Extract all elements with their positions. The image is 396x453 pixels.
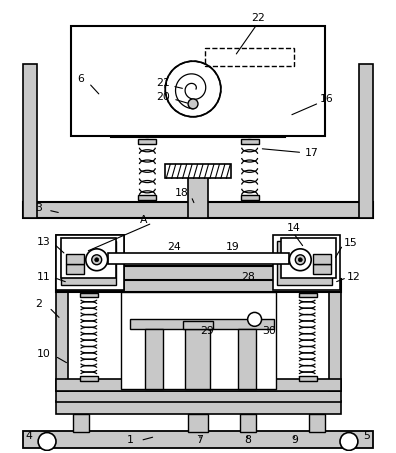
Text: 30: 30 bbox=[263, 326, 276, 336]
Text: 22: 22 bbox=[251, 14, 265, 24]
Text: 9: 9 bbox=[291, 435, 298, 445]
Bar bbox=[56, 391, 341, 402]
Bar bbox=[130, 319, 274, 329]
Circle shape bbox=[289, 249, 311, 271]
Circle shape bbox=[295, 255, 305, 265]
Text: 28: 28 bbox=[241, 272, 255, 282]
Bar bbox=[274, 235, 340, 289]
Text: 11: 11 bbox=[37, 272, 51, 282]
Circle shape bbox=[188, 99, 198, 109]
Bar bbox=[56, 287, 68, 391]
Circle shape bbox=[92, 255, 102, 265]
Bar bbox=[188, 414, 208, 432]
Circle shape bbox=[38, 433, 56, 450]
Circle shape bbox=[340, 433, 358, 450]
Bar bbox=[71, 26, 325, 135]
Text: 7: 7 bbox=[196, 435, 204, 445]
Circle shape bbox=[165, 61, 221, 117]
Bar bbox=[56, 401, 341, 414]
Text: 13: 13 bbox=[37, 237, 51, 247]
Text: 8: 8 bbox=[244, 435, 251, 445]
Text: 17: 17 bbox=[304, 148, 318, 158]
Bar bbox=[66, 264, 84, 274]
Text: 24: 24 bbox=[167, 242, 181, 252]
Bar bbox=[23, 202, 373, 218]
Text: 5: 5 bbox=[364, 430, 370, 440]
Bar bbox=[61, 241, 116, 284]
Text: 18: 18 bbox=[175, 188, 189, 198]
Text: 1: 1 bbox=[127, 435, 134, 445]
Bar bbox=[241, 195, 259, 200]
Bar bbox=[299, 293, 317, 298]
Text: 2: 2 bbox=[36, 299, 42, 309]
Bar bbox=[238, 329, 255, 389]
Text: 12: 12 bbox=[347, 272, 361, 282]
Text: 4: 4 bbox=[26, 430, 32, 440]
Bar bbox=[110, 126, 286, 137]
Bar bbox=[108, 253, 289, 264]
Bar bbox=[240, 414, 255, 432]
Bar bbox=[282, 238, 336, 278]
Bar bbox=[145, 329, 163, 389]
Bar bbox=[205, 48, 294, 66]
Bar bbox=[23, 64, 37, 218]
Bar bbox=[299, 376, 317, 381]
Bar bbox=[66, 254, 84, 264]
Bar bbox=[68, 266, 328, 280]
Bar bbox=[61, 238, 116, 278]
Bar bbox=[165, 164, 231, 178]
Bar bbox=[120, 292, 276, 389]
Bar bbox=[80, 293, 98, 298]
Bar bbox=[278, 241, 332, 284]
Bar bbox=[188, 176, 208, 218]
Bar bbox=[329, 287, 341, 391]
Text: 20: 20 bbox=[156, 92, 170, 102]
Bar bbox=[56, 235, 124, 289]
Text: 21: 21 bbox=[156, 78, 170, 88]
Bar bbox=[23, 430, 373, 448]
Bar bbox=[56, 279, 341, 292]
Text: 3: 3 bbox=[36, 203, 42, 213]
Text: 14: 14 bbox=[286, 223, 300, 233]
Bar bbox=[73, 414, 89, 432]
Bar bbox=[185, 329, 210, 389]
Circle shape bbox=[248, 313, 261, 326]
Text: 15: 15 bbox=[344, 238, 358, 248]
Bar bbox=[309, 414, 325, 432]
Circle shape bbox=[95, 258, 99, 262]
Bar bbox=[241, 139, 259, 144]
Text: 6: 6 bbox=[77, 74, 84, 84]
Text: 10: 10 bbox=[37, 349, 51, 359]
Bar bbox=[139, 195, 156, 200]
Bar bbox=[56, 379, 341, 391]
Bar bbox=[80, 376, 98, 381]
Text: 19: 19 bbox=[226, 242, 240, 252]
Circle shape bbox=[298, 258, 302, 262]
Bar bbox=[139, 139, 156, 144]
Bar bbox=[313, 254, 331, 264]
Text: 16: 16 bbox=[320, 94, 334, 104]
Circle shape bbox=[86, 249, 108, 271]
Text: A: A bbox=[140, 215, 147, 225]
Bar bbox=[359, 64, 373, 218]
Bar bbox=[313, 264, 331, 274]
Bar bbox=[183, 321, 213, 329]
Bar bbox=[56, 235, 124, 289]
Text: 29: 29 bbox=[200, 326, 214, 336]
